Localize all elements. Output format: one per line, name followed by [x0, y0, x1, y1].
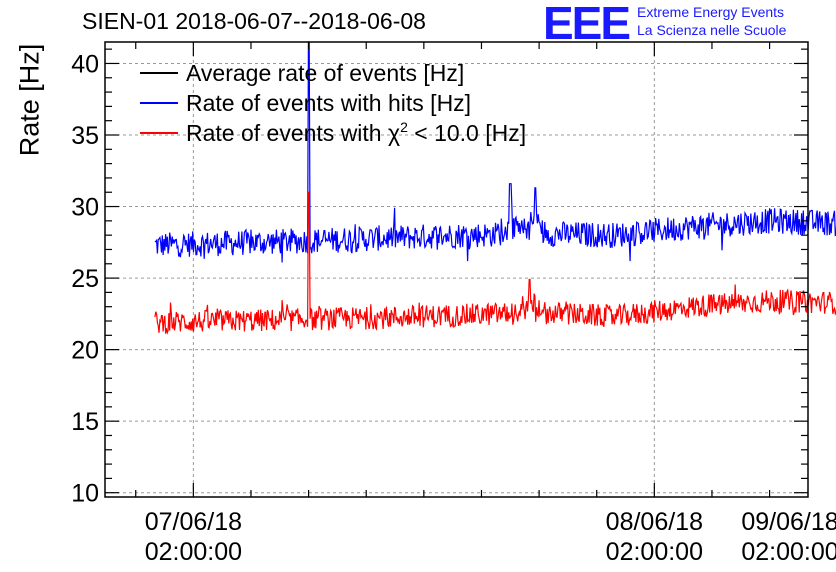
x-tick-label-date: 08/06/18 [606, 508, 703, 536]
y-tick-label: 15 [71, 408, 99, 436]
legend-swatch-hits [140, 102, 178, 104]
legend-chi2-exponent: 2 [400, 119, 408, 135]
legend-chi2-symbol: χ [388, 120, 401, 146]
y-tick-label: 35 [71, 122, 99, 150]
plot-frame [104, 41, 809, 498]
legend-label-average: Average rate of events [Hz] [186, 59, 465, 86]
logo-line-2: La Scienza nelle Scuole [637, 22, 787, 38]
x-tick-label-time: 02:00:00 [145, 538, 242, 566]
legend-swatch-chi2 [140, 132, 178, 134]
legend-swatch-average [140, 72, 178, 74]
y-axis-label: Rate [Hz] [14, 43, 45, 157]
y-tick-label: 10 [71, 480, 99, 508]
x-tick-label-time: 02:00:00 [741, 538, 836, 566]
logo-caption: Extreme Energy Events La Scienza nelle S… [637, 3, 786, 39]
y-tick-label: 30 [71, 194, 99, 222]
legend-chi2-prefix: Rate of events with [186, 120, 388, 146]
logo-line-1: Extreme Energy Events [637, 4, 785, 20]
eee-logo: EEE [543, 0, 631, 49]
y-tick-label: 25 [71, 265, 99, 293]
series-line-1 [154, 41, 836, 263]
series-line-2 [154, 191, 836, 335]
y-tick-label: 40 [71, 50, 99, 78]
legend-chi2-suffix: < 10.0 [Hz] [407, 120, 527, 146]
chart-title: SIEN-01 2018-06-07--2018-06-08 [82, 8, 426, 34]
legend-item-hits: Rate of events with hits [Hz] [140, 88, 526, 118]
legend-item-average: Average rate of events [Hz] [140, 58, 526, 88]
x-tick-label-date: 07/06/18 [145, 508, 242, 536]
y-tick-label: 20 [71, 337, 99, 365]
x-tick-label-date: 09/06/18 [741, 508, 836, 536]
x-tick-label-time: 02:00:00 [606, 538, 703, 566]
legend-label-hits: Rate of events with hits [Hz] [186, 89, 472, 116]
legend-label-chi2: Rate of events with χ2 < 10.0 [Hz] [186, 119, 526, 147]
legend-item-chi2: Rate of events with χ2 < 10.0 [Hz] [140, 118, 526, 148]
legend: Average rate of events [Hz] Rate of even… [140, 58, 526, 148]
